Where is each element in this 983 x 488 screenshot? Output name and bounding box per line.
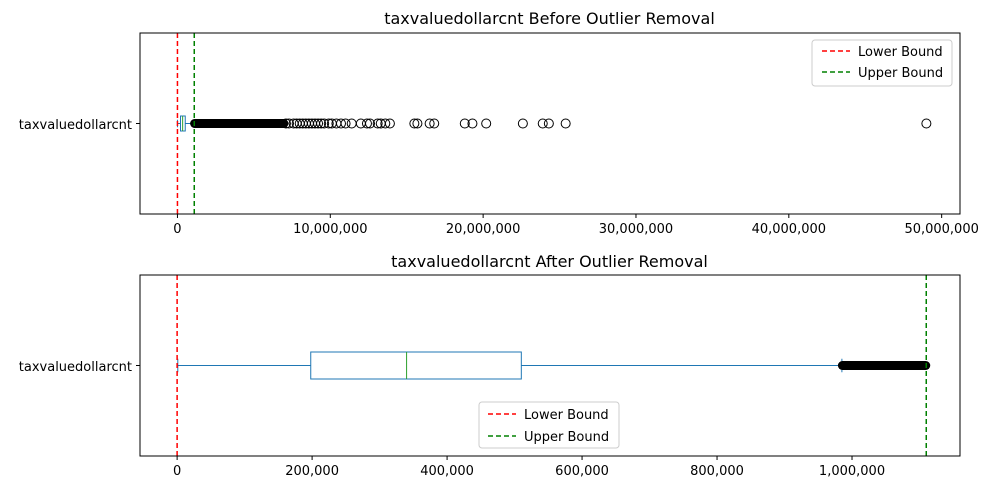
subplot-after: taxvaluedollarcnt After Outlier Removal … — [19, 252, 961, 479]
outlier-point — [316, 118, 327, 129]
legend: Lower Bound Upper Bound — [478, 401, 620, 449]
outlier-point — [517, 118, 528, 129]
x-tick-label: 0 — [173, 222, 181, 237]
outlier-point — [323, 118, 334, 129]
outlier-point — [921, 118, 932, 129]
x-tick-label: 1,000,000 — [819, 464, 885, 479]
outlier-cluster — [190, 119, 289, 128]
outlier-point — [384, 118, 395, 129]
outlier-point — [481, 118, 492, 129]
y-tick-label: taxvaluedollarcnt — [19, 360, 132, 375]
outlier-point — [361, 118, 372, 129]
outlier-point — [543, 118, 554, 129]
outlier-point — [340, 118, 351, 129]
box-iqr — [310, 351, 522, 380]
legend-lower-bound-label: Lower Bound — [858, 45, 943, 60]
outlier-point — [412, 118, 423, 129]
legend-upper-bound-label: Upper Bound — [858, 66, 943, 81]
plot-marks — [176, 275, 931, 456]
legend-upper-bound-label: Upper Bound — [524, 430, 609, 445]
outlier-point — [380, 118, 391, 129]
outlier-point — [467, 118, 478, 129]
x-tick-label: 600,000 — [555, 464, 609, 479]
chart-title: taxvaluedollarcnt Before Outlier Removal — [384, 9, 715, 28]
outlier-point — [429, 118, 440, 129]
legend-lower-bound-label: Lower Bound — [524, 408, 609, 423]
outlier-point — [372, 118, 383, 129]
outlier-point — [335, 118, 346, 129]
x-tick-label: 40,000,000 — [752, 222, 826, 237]
outlier-point — [319, 118, 330, 129]
outlier-point — [459, 118, 470, 129]
outlier-point — [284, 118, 295, 129]
x-tick-label: 50,000,000 — [904, 222, 978, 237]
x-tick-label: 10,000,000 — [293, 222, 367, 237]
x-axis-ticks: 0 200,000 400,000 600,000 800,000 1,000,000 — [136, 365, 885, 479]
x-tick-label: 800,000 — [690, 464, 744, 479]
outlier-point — [313, 118, 324, 129]
chart-title: taxvaluedollarcnt After Outlier Removal — [391, 252, 708, 271]
subplot-before: taxvaluedollarcnt Before Outlier Removal… — [19, 9, 979, 237]
plot-marks — [176, 33, 932, 214]
outlier-point — [537, 118, 548, 129]
legend: Lower Bound Upper Bound — [811, 39, 953, 87]
outlier-point — [365, 118, 376, 129]
x-tick-label: 400,000 — [420, 464, 474, 479]
outlier-point — [424, 118, 435, 129]
x-tick-label: 20,000,000 — [446, 222, 520, 237]
outlier-point — [346, 118, 357, 129]
outlier-cluster — [837, 361, 931, 370]
x-tick-label: 30,000,000 — [599, 222, 673, 237]
x-tick-label: 200,000 — [285, 464, 339, 479]
outlier-point — [560, 118, 571, 129]
y-tick-label: taxvaluedollarcnt — [19, 118, 132, 133]
x-axis-ticks: 0 10,000,000 20,000,000 30,000,000 40,000,00… — [136, 123, 979, 237]
outlier-point — [280, 118, 291, 129]
outlier-point — [409, 118, 420, 129]
x-tick-label: 0 — [173, 464, 181, 479]
